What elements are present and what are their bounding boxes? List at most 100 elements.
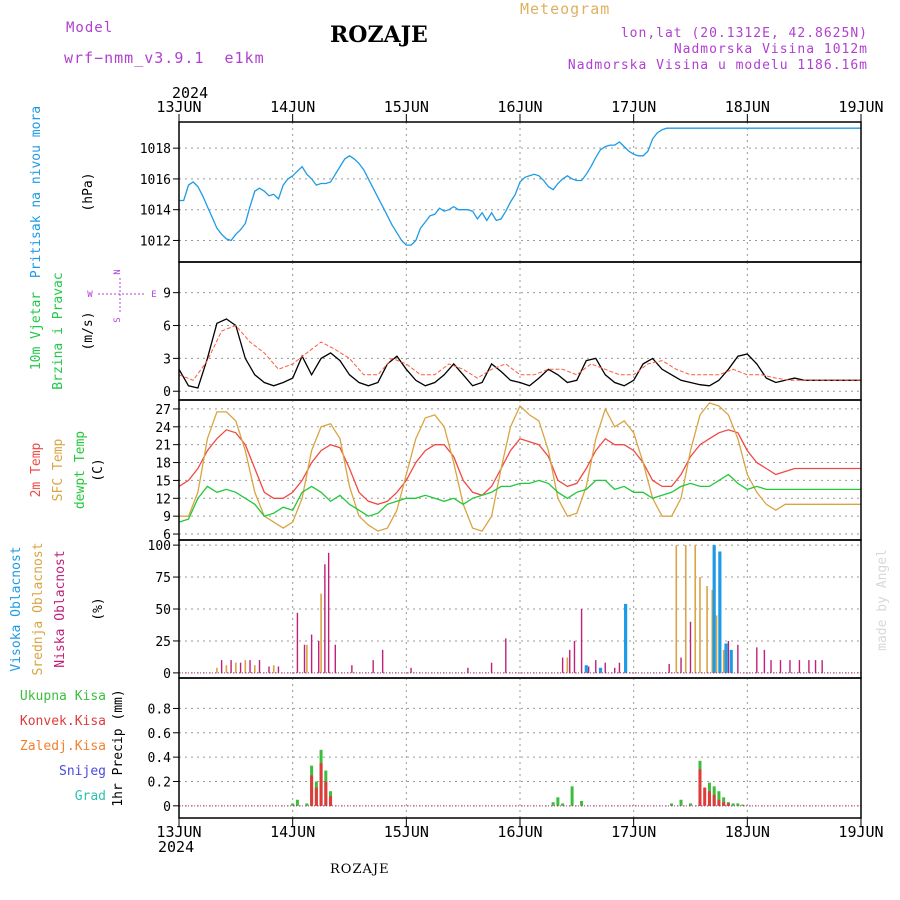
bar-konvek-kisa	[314, 787, 318, 806]
y-tick-label: 1016	[140, 173, 171, 188]
y-tick-label: 27	[155, 403, 171, 418]
precip-legend-label: Grad	[75, 789, 106, 804]
y-axis-label: Niska Oblacnost	[53, 550, 68, 667]
y-axis-label: 10m Vjetar	[29, 292, 44, 370]
y-axis-label: 2m Temp	[29, 442, 44, 497]
bar-ukupna-kisa	[741, 804, 745, 806]
bar-konvek-kisa	[324, 781, 328, 806]
bar-niska-oblacnost	[763, 649, 766, 673]
y-tick-label: 0.8	[148, 702, 171, 717]
y-tick-label: 24	[155, 421, 171, 436]
bar-niska-oblacnost	[249, 660, 251, 673]
y-tick-label: 12	[155, 492, 171, 507]
series-line-dewpt-temp	[178, 473, 861, 523]
model-elevation-label: Nadmorska Visina u modelu 1186.16m	[567, 58, 868, 73]
bar-niska-oblacnost	[334, 644, 336, 673]
bar-visoka-oblacnost	[584, 665, 588, 673]
bar-niska-oblacnost	[737, 644, 739, 673]
meteogram-title: Meteogram	[520, 0, 611, 18]
bar-srednja-oblacnost	[253, 665, 256, 673]
bar-srednja-oblacnost	[272, 665, 275, 673]
bar-niska-oblacnost	[296, 612, 299, 673]
x-day-label-bottom: 19JUN	[838, 823, 883, 841]
watermark: made by Angel	[875, 549, 890, 651]
compass-west: W	[87, 290, 93, 300]
x-day-label-top: 16JUN	[497, 98, 542, 116]
y-axis-label: Visoka Oblacnost	[9, 546, 24, 671]
bar-konvek-kisa	[712, 794, 716, 806]
bar-niska-oblacnost	[324, 564, 326, 673]
bar-konvek-kisa	[707, 791, 711, 806]
bar-niska-oblacnost	[808, 660, 810, 673]
bar-niska-oblacnost	[821, 660, 823, 673]
panel-frame	[178, 261, 862, 401]
y-tick-label: 18	[155, 457, 171, 472]
y-axis-label: Pritisak na nivou mora	[29, 106, 44, 278]
bar-niska-oblacnost	[467, 667, 469, 673]
y-tick-label: 3	[163, 352, 171, 367]
bar-niska-oblacnost	[779, 660, 782, 673]
compass-south: S	[113, 317, 123, 322]
panel-frame	[178, 677, 862, 819]
bar-ukupna-kisa	[556, 797, 560, 806]
x-day-label-bottom: 18JUN	[725, 823, 770, 841]
bar-ukupna-kisa	[305, 803, 309, 806]
bar-niska-oblacnost	[268, 666, 270, 673]
bar-ukupna-kisa	[570, 786, 574, 806]
compass-north: N	[113, 269, 123, 274]
bar-niska-oblacnost	[580, 609, 583, 673]
y-tick-label: 9	[163, 287, 171, 302]
bar-ukupna-kisa	[722, 797, 726, 806]
bar-niska-oblacnost	[595, 660, 597, 673]
bar-niska-oblacnost	[561, 657, 564, 673]
bar-niska-oblacnost	[668, 663, 670, 673]
y-tick-label: 1012	[140, 234, 171, 249]
bar-niska-oblacnost	[614, 667, 616, 673]
y-tick-label: 1014	[140, 204, 171, 219]
y-tick-label: 50	[155, 603, 171, 618]
bar-ukupna-kisa	[580, 800, 584, 806]
x-day-label-bottom: 15JUN	[384, 823, 429, 841]
y-tick-label: 0.6	[148, 727, 171, 742]
x-day-label-bottom: 17JUN	[611, 823, 656, 841]
bar-ukupna-kisa	[670, 803, 674, 806]
series-line-2m-temp	[178, 429, 861, 505]
bar-konvek-kisa	[319, 763, 323, 806]
bar-niska-oblacnost	[381, 649, 384, 673]
bar-niska-oblacnost	[814, 660, 817, 673]
y-tick-label: 75	[155, 571, 171, 586]
bar-konvek-kisa	[329, 796, 333, 806]
x-day-label-top: 18JUN	[725, 98, 770, 116]
x-day-label-top: 14JUN	[270, 98, 315, 116]
y-tick-label: 0	[163, 800, 171, 815]
bar-niska-oblacnost	[587, 666, 590, 673]
series-line-speed	[178, 318, 861, 389]
bar-niska-oblacnost	[258, 660, 261, 673]
bar-niska-oblacnost	[680, 657, 682, 673]
bar-niska-oblacnost	[303, 644, 306, 673]
bar-niska-oblacnost	[505, 638, 507, 673]
bar-visoka-oblacnost	[598, 667, 603, 673]
bar-srednja-oblacnost	[694, 545, 697, 673]
model-name: wrf−nmm_v3.9.1 e1km	[64, 49, 265, 67]
series-line-pressure	[179, 127, 861, 246]
y-axis-label: 1hr Precip (mm)	[111, 689, 126, 806]
precip-legend-label: Zaledj.Kisa	[20, 739, 106, 754]
bar-srednja-oblacnost	[320, 593, 322, 673]
bar-ukupna-kisa	[689, 803, 692, 806]
bar-ukupna-kisa	[551, 802, 555, 806]
station-title: ROZAJE	[330, 22, 428, 48]
bar-konvek-kisa	[698, 769, 702, 806]
bar-konvek-kisa	[717, 799, 721, 806]
model-label: Model	[66, 20, 114, 36]
precip-legend-label: Snijeg	[59, 764, 106, 779]
bar-niska-oblacnost	[220, 660, 223, 673]
bar-srednja-oblacnost	[566, 657, 569, 673]
y-axis-label: (C)	[91, 458, 106, 481]
precip-legend-label: Konvek.Kisa	[20, 714, 106, 729]
precip-legend-label: Ukupna Kisa	[20, 689, 106, 704]
bar-niska-oblacnost	[239, 662, 242, 673]
bar-srednja-oblacnost	[684, 545, 687, 673]
y-tick-label: 15	[155, 474, 171, 489]
